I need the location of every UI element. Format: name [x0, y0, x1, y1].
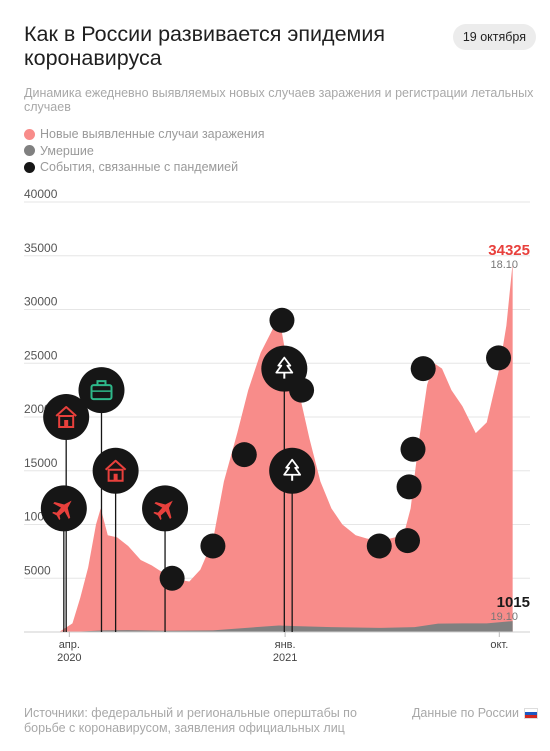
legend-swatch-cases: [24, 128, 35, 140]
region-label: Данные по России: [411, 706, 519, 720]
y-tick-label: 15000: [24, 456, 58, 470]
plane-shape: [153, 500, 173, 521]
event-marker-plane: [40, 485, 87, 532]
plane-icon: [52, 500, 72, 521]
legend-item-cases: Новые выявленные случаи заражения: [24, 126, 265, 143]
x-tick-label: апр.: [59, 639, 80, 651]
y-tick-label: 35000: [24, 241, 58, 255]
value-annotation: 34325: [488, 242, 530, 259]
date-badge: 19 октября: [452, 24, 536, 50]
tree-icon: [283, 458, 302, 481]
event-dot: [269, 307, 295, 333]
event-circle: [269, 447, 316, 494]
event-circle: [486, 345, 512, 371]
event-dot: [231, 442, 257, 468]
legend-item-deaths: Умершие: [24, 143, 265, 160]
event-marker-tree: [269, 447, 316, 494]
event-circle: [400, 436, 426, 462]
event-dot: [400, 436, 426, 462]
legend-label-deaths: Умершие: [40, 143, 94, 158]
event-dot: [366, 533, 392, 559]
event-dot: [200, 533, 226, 559]
event-dot: [486, 345, 512, 371]
legend: Новые выявленные случаи заражения Умерши…: [24, 126, 265, 176]
region-note: Данные по России: [412, 706, 538, 720]
event-dot: [289, 377, 315, 403]
russia-flag-icon: [524, 707, 538, 719]
house-roof: [55, 406, 77, 417]
legend-label-cases: Новые выявленные случаи заражения: [40, 127, 265, 142]
sources-note: Источники: федеральный и региональные оп…: [24, 706, 357, 735]
house-icon: [55, 406, 77, 428]
briefcase-icon: [90, 380, 113, 401]
plane-shape: [52, 500, 72, 521]
event-marker-plane: [142, 485, 189, 532]
value-annotation: 1015: [497, 594, 530, 611]
event-circle: [289, 377, 315, 403]
event-marker-house: [43, 394, 90, 440]
value-annotation-date: 18.10: [490, 259, 518, 271]
x-tick-label-year: 2020: [57, 652, 81, 664]
y-tick-label: 25000: [24, 348, 58, 362]
deaths-area: [45, 621, 513, 632]
legend-swatch-events: [24, 161, 35, 173]
y-tick-label: 5000: [24, 563, 51, 577]
event-circle: [366, 533, 392, 559]
event-circle: [269, 307, 295, 333]
y-tick-label: 40000: [24, 187, 58, 201]
legend-label-events: События, связанные с пандемией: [40, 160, 239, 175]
x-tick-label-year: 2021: [273, 652, 297, 664]
event-circle: [159, 565, 185, 591]
event-marker-briefcase: [78, 367, 125, 414]
plane-icon: [153, 500, 173, 521]
event-dot: [395, 528, 421, 554]
briefcase-handle: [96, 380, 107, 386]
event-dot: [159, 565, 185, 591]
x-tick-label: окт.: [490, 639, 508, 651]
legend-swatch-deaths: [24, 145, 35, 157]
house-icon: [104, 459, 127, 482]
house-door: [113, 473, 118, 481]
event-dot: [396, 474, 422, 500]
event-circle: [395, 528, 421, 554]
event-circle: [231, 442, 257, 468]
page-title: Как в России развивается эпидемия корона…: [24, 22, 385, 70]
house-roof: [104, 459, 127, 471]
y-tick-label: 30000: [24, 295, 58, 309]
event-marker-house: [92, 447, 139, 494]
legend-item-events: События, связанные с пандемией: [24, 159, 265, 176]
briefcase-body: [90, 384, 113, 401]
x-tick-label: янв.: [275, 639, 296, 651]
house-door: [64, 420, 69, 427]
value-annotation-date: 19.10: [490, 611, 518, 623]
tree-icon: [275, 356, 294, 379]
event-circle: [200, 533, 226, 559]
event-circle: [410, 356, 436, 382]
event-circle: [396, 474, 422, 500]
chart-subtitle: Динамика ежедневно выявляемых новых случ…: [24, 86, 534, 114]
event-dot: [410, 356, 436, 382]
event-circle: [78, 367, 125, 414]
